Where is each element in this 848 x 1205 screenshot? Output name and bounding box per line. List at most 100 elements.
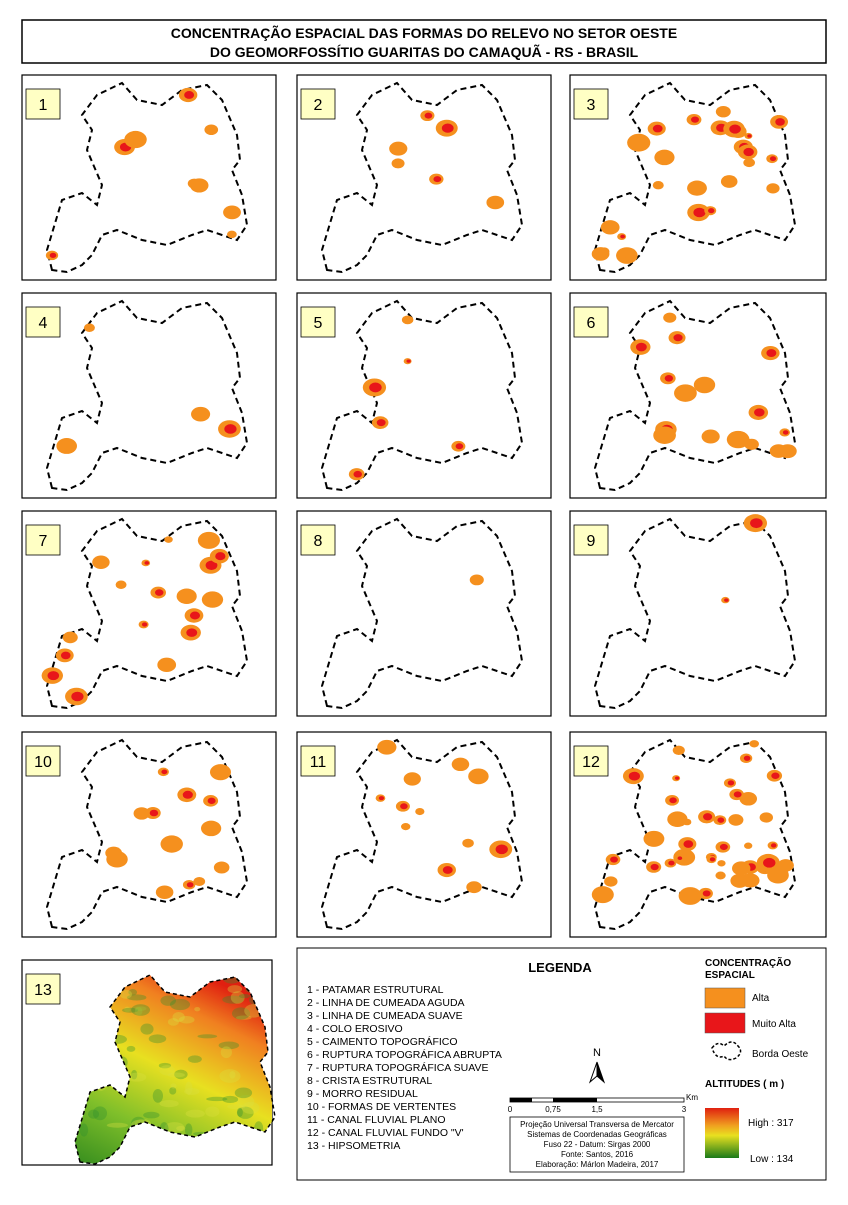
legend-item: 13 - HIPSOMETRIA <box>307 1140 400 1152</box>
concentration-muito-alta <box>693 207 706 218</box>
concentration-muito-alta <box>724 598 729 602</box>
relief-texture <box>167 1072 185 1078</box>
concentration-alta <box>600 220 620 235</box>
relief-texture <box>220 1046 232 1059</box>
concentration-muito-alta <box>155 589 164 596</box>
credits-box <box>509 1116 685 1173</box>
map-panel: 2 <box>296 74 552 281</box>
concentration-alta <box>160 835 183 853</box>
panel-frame <box>569 510 827 717</box>
panel-number: 5 <box>314 315 323 332</box>
legend: LEGENDA CONCENTRAÇÃO ESPACIAL Alta Muito… <box>296 947 827 1181</box>
concentration-muito-alta <box>691 116 699 123</box>
panel-number: 6 <box>587 315 596 332</box>
map-panel: 8 <box>296 510 552 717</box>
concentration-muito-alta <box>424 112 433 119</box>
concentration-muito-alta <box>406 359 411 363</box>
relief-texture <box>178 1015 195 1024</box>
concentration-alta <box>201 820 222 837</box>
panel-number-box <box>573 306 609 338</box>
panel-number-box <box>300 745 336 777</box>
concentration-muito-alta <box>770 843 777 848</box>
concentration-alta <box>190 178 209 193</box>
concentration-muito-alta <box>205 560 218 570</box>
relief-texture <box>167 1018 180 1026</box>
concentration-alta <box>693 376 716 394</box>
relief-texture <box>229 1071 236 1079</box>
relief-texture <box>219 1069 241 1083</box>
concentration-muito-alta <box>673 334 683 342</box>
panel-number-box <box>573 524 609 556</box>
concentration-alta <box>726 430 750 449</box>
scale-label: 0,75 <box>545 1105 561 1114</box>
map-panel: 1 <box>21 74 277 281</box>
map-panel: 3 <box>569 74 827 281</box>
credit-line: Elaboração: Márlon Madeira, 2017 <box>536 1160 659 1169</box>
concentration-alta <box>672 745 685 755</box>
panel-number: 10 <box>34 754 52 771</box>
panel-number-box <box>25 306 61 338</box>
relief-texture <box>160 995 176 1006</box>
concentration-muito-alta <box>495 844 508 855</box>
concentration-alta <box>653 426 676 444</box>
concentration-alta <box>663 312 677 323</box>
concentration-muito-alta <box>750 518 763 529</box>
concentration-muito-alta <box>186 882 194 888</box>
concentration-alta <box>466 881 482 894</box>
concentration-alta <box>715 871 726 880</box>
concentration-alta <box>678 887 702 905</box>
concentration-alta <box>462 838 474 848</box>
panel-frame <box>21 510 277 717</box>
relief-texture <box>174 1069 188 1080</box>
concentration-muito-alta <box>207 797 216 804</box>
relief-texture <box>237 1106 254 1119</box>
concentration-muito-alta <box>71 691 84 702</box>
relief-texture <box>197 1034 218 1039</box>
panel-number: 4 <box>39 315 48 332</box>
relief-texture <box>164 1122 185 1133</box>
concentration-muito-alta <box>669 797 677 804</box>
legend-label: Alta <box>752 993 770 1004</box>
concentration-alta <box>627 133 651 152</box>
legend-item: 7 - RUPTURA TOPOGRÁFICA SUAVE <box>307 1061 488 1074</box>
relief-texture <box>172 1012 185 1023</box>
scale-unit: Km <box>686 1093 698 1102</box>
scale-label: 1,5 <box>591 1105 603 1114</box>
relief-texture <box>88 1109 100 1119</box>
concentration-muito-alta <box>650 863 659 871</box>
relief-texture <box>169 1087 177 1095</box>
credit-line: Sistemas de Coordenadas Geográficas <box>527 1130 667 1139</box>
concentration-alta <box>403 772 421 786</box>
concentration-alta <box>401 823 411 831</box>
concentration-alta <box>740 873 760 888</box>
concentration-muito-alta <box>775 118 785 126</box>
legend-heading: CONCENTRAÇÃO <box>705 956 791 969</box>
relief-texture <box>126 994 147 1001</box>
concentration-alta <box>227 230 237 239</box>
legend-item: 12 - CANAL FLUVIAL FUNDO "V' <box>307 1127 464 1139</box>
concentration-alta <box>643 830 665 847</box>
concentration-muito-alta <box>683 840 694 848</box>
concentration-muito-alta <box>769 156 777 162</box>
legend-item: 3 - LINHA DE CUMEADA SUAVE <box>307 1010 463 1022</box>
scale-label: 3 <box>682 1105 687 1114</box>
panel-frame <box>296 731 552 938</box>
concentration-alta <box>654 149 675 166</box>
relief-texture <box>106 1122 128 1128</box>
map-panel: 13 <box>21 959 276 1166</box>
panel-number-box <box>25 745 61 777</box>
concentration-muito-alta <box>215 552 226 561</box>
concentration-muito-alta <box>708 208 715 214</box>
concentration-alta <box>451 757 470 772</box>
concentration-muito-alta <box>184 91 195 99</box>
concentration-alta <box>62 631 78 644</box>
relief-texture <box>124 1006 131 1013</box>
panel-number: 12 <box>582 754 600 771</box>
concentration-muito-alta <box>743 147 754 157</box>
border-symbol <box>711 1041 742 1061</box>
concentration-alta <box>732 861 751 876</box>
concentration-muito-alta <box>782 430 789 435</box>
concentration-alta <box>759 812 773 823</box>
panel-frame <box>296 510 552 717</box>
legend-title: LEGENDA <box>528 960 592 975</box>
